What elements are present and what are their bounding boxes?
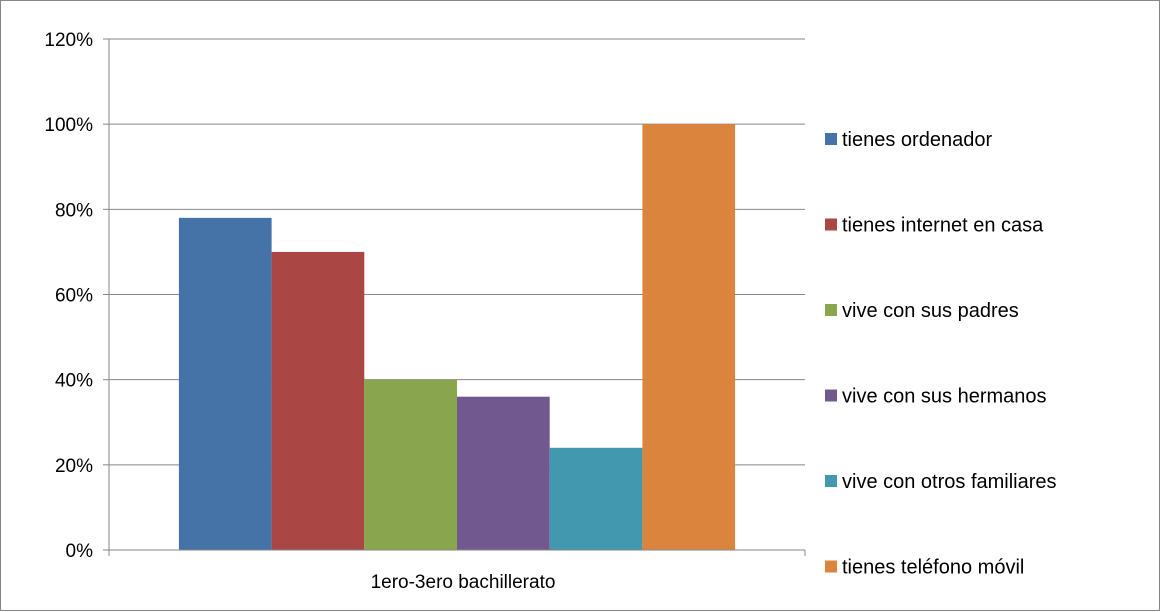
legend-label: tienes internet en casa	[842, 215, 1044, 237]
legend-label: tienes teléfono móvil	[842, 557, 1024, 579]
legend-item: vive con sus hermanos	[825, 386, 1047, 408]
legend-swatch	[825, 389, 837, 402]
y-tick-label: 40%	[55, 371, 93, 392]
legend-item: vive con sus padres	[825, 300, 1019, 322]
legend-item: vive con otros familiares	[825, 471, 1057, 493]
x-axis: 1ero-3ero bachillerato	[108, 549, 806, 593]
legend-swatch	[825, 304, 837, 316]
bar	[271, 251, 365, 550]
x-category-label: 1ero-3ero bachillerato	[371, 572, 556, 593]
bar	[364, 379, 457, 550]
y-tick-label: 100%	[44, 115, 93, 136]
y-tick-label: 20%	[55, 456, 93, 477]
legend-item: tienes ordenador	[825, 129, 992, 151]
legend-label: vive con otros familiares	[842, 471, 1057, 493]
bar	[457, 396, 550, 550]
legend-swatch	[825, 218, 837, 231]
y-tick-label: 80%	[55, 200, 93, 221]
legend-swatch	[825, 475, 837, 487]
y-tick-label: 0%	[66, 541, 94, 562]
y-axis: 0% 20% 40% 60% 80% 100% 120%	[44, 30, 110, 562]
legend-label: vive con sus padres	[842, 300, 1019, 322]
legend-item: tienes teléfono móvil	[825, 557, 1024, 579]
y-tick-label: 120%	[44, 30, 93, 51]
legend-item: tienes internet en casa	[825, 215, 1044, 237]
bar	[642, 124, 736, 551]
bar	[178, 217, 272, 550]
legend: tienes ordenador tienes internet en casa v…	[825, 129, 1057, 579]
bars	[178, 124, 736, 551]
legend-swatch	[825, 560, 837, 573]
legend-swatch	[825, 133, 837, 145]
legend-label: tienes ordenador	[842, 129, 992, 151]
y-tick-label: 60%	[55, 286, 93, 307]
legend-label: vive con sus hermanos	[842, 386, 1047, 408]
bar	[549, 447, 643, 550]
